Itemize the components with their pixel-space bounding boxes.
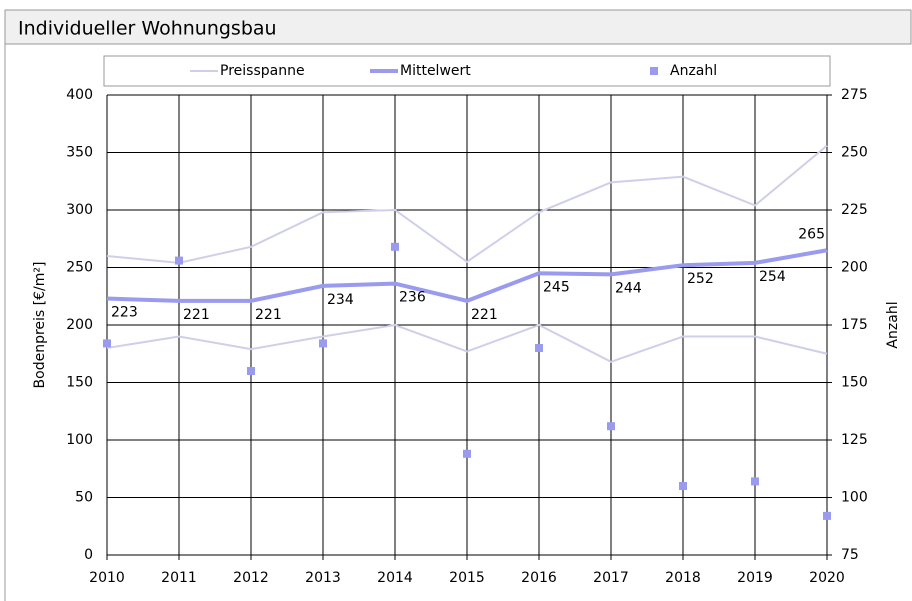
y2-tick-label: 125 [841, 432, 868, 448]
point [463, 449, 471, 458]
y2-tick-label: 200 [841, 260, 868, 276]
x-tick-label: 2017 [593, 570, 629, 586]
point [103, 339, 111, 348]
y-tick-label: 50 [75, 490, 93, 506]
point [391, 242, 399, 251]
x-tick-label: 2013 [305, 570, 341, 586]
x-tick-label: 2012 [233, 570, 269, 586]
data-label: 221 [471, 307, 498, 323]
y-tick-label: 400 [66, 87, 93, 103]
point [607, 422, 615, 431]
point [247, 367, 255, 375]
x-tick-label: 2019 [737, 570, 773, 586]
data-label: 221 [255, 307, 282, 323]
data-label: 265 [798, 226, 825, 242]
x-tick-label: 2015 [449, 570, 485, 586]
y-tick-label: 100 [66, 432, 93, 448]
range-low-line [106, 323, 828, 363]
data-label: 223 [111, 305, 138, 321]
data-label: 252 [687, 271, 714, 287]
y2-axis-label: Anzahl [885, 301, 901, 348]
legend-swatch [650, 67, 658, 75]
data-label: 244 [615, 280, 642, 296]
chart-title: Individueller Wohnungsbau [18, 18, 277, 40]
y-tick-label: 300 [66, 202, 93, 218]
data-label: 234 [327, 292, 354, 308]
y-tick-label: 0 [84, 547, 93, 563]
y-tick-label: 200 [66, 317, 93, 333]
legend-label: Mittelwert [400, 63, 471, 79]
legend-label: Anzahl [670, 63, 717, 79]
point [319, 339, 327, 348]
y2-tick-label: 175 [841, 317, 868, 333]
data-label: 236 [399, 290, 426, 306]
legend [103, 55, 831, 87]
x-tick-label: 2020 [809, 570, 845, 586]
y-tick-label: 150 [66, 375, 93, 391]
y2-tick-label: 75 [841, 547, 859, 563]
point [175, 256, 183, 265]
x-tick-label: 2011 [161, 570, 197, 586]
mean-line [106, 248, 828, 303]
point [751, 477, 759, 486]
y2-tick-label: 225 [841, 202, 868, 218]
point [535, 344, 543, 352]
x-tick-label: 2018 [665, 570, 701, 586]
y-tick-label: 250 [66, 260, 93, 276]
x-tick-label: 2014 [377, 570, 413, 586]
title-bar [4, 9, 912, 45]
y-tick-label: 350 [66, 145, 93, 161]
data-label: 245 [543, 279, 570, 295]
legend-label: Preisspanne [220, 63, 305, 79]
point [823, 511, 831, 520]
y2-tick-label: 275 [841, 87, 868, 103]
data-label: 221 [183, 307, 210, 323]
y2-tick-label: 100 [841, 490, 868, 506]
x-tick-label: 2016 [521, 570, 557, 586]
y2-tick-label: 150 [841, 375, 868, 391]
range-high-line [106, 144, 828, 264]
x-tick-label: 2010 [89, 570, 125, 586]
y2-tick-label: 250 [841, 145, 868, 161]
y-axis-label: Bodenpreis [€/m²] [32, 262, 48, 389]
point [679, 482, 687, 490]
data-label: 254 [759, 269, 786, 285]
